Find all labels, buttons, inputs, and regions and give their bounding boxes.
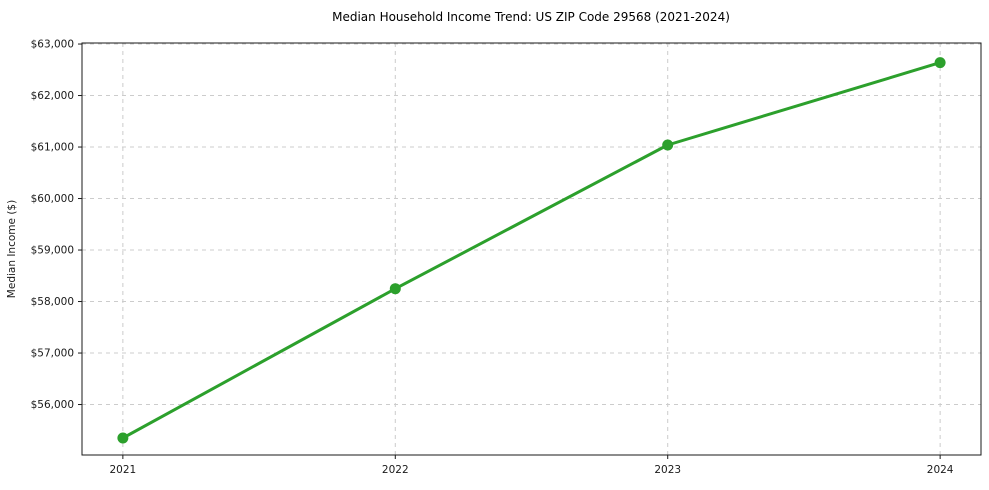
x-tick-label: 2022	[382, 464, 409, 476]
chart-title: Median Household Income Trend: US ZIP Co…	[332, 10, 730, 24]
gridlines-layer	[82, 43, 981, 455]
y-tick-label: $57,000	[31, 348, 74, 360]
plot-frame	[81, 42, 982, 456]
data-point-2022	[389, 283, 401, 295]
y-tick-label: $61,000	[31, 142, 74, 154]
y-axis-label: Median Income ($)	[6, 200, 18, 298]
y-tick-label: $58,000	[31, 296, 74, 308]
series-layer	[117, 57, 946, 444]
y-tick-label: $59,000	[31, 245, 74, 257]
x-tick-label: 2023	[654, 464, 681, 476]
axes-layer: $56,000 $57,000 $58,000 $59,000 $60,000 $61,0…	[31, 39, 982, 476]
y-tick-label: $60,000	[31, 193, 74, 205]
y-tick-label: $56,000	[31, 399, 74, 411]
x-tick-label: 2021	[109, 464, 136, 476]
trend-line	[121, 61, 942, 440]
data-point-2021	[117, 432, 129, 444]
data-point-2023	[662, 139, 674, 151]
x-tick-label: 2024	[927, 464, 954, 476]
data-point-2024	[934, 57, 946, 69]
y-tick-label: $63,000	[31, 39, 74, 51]
y-tick-label: $62,000	[31, 90, 74, 102]
